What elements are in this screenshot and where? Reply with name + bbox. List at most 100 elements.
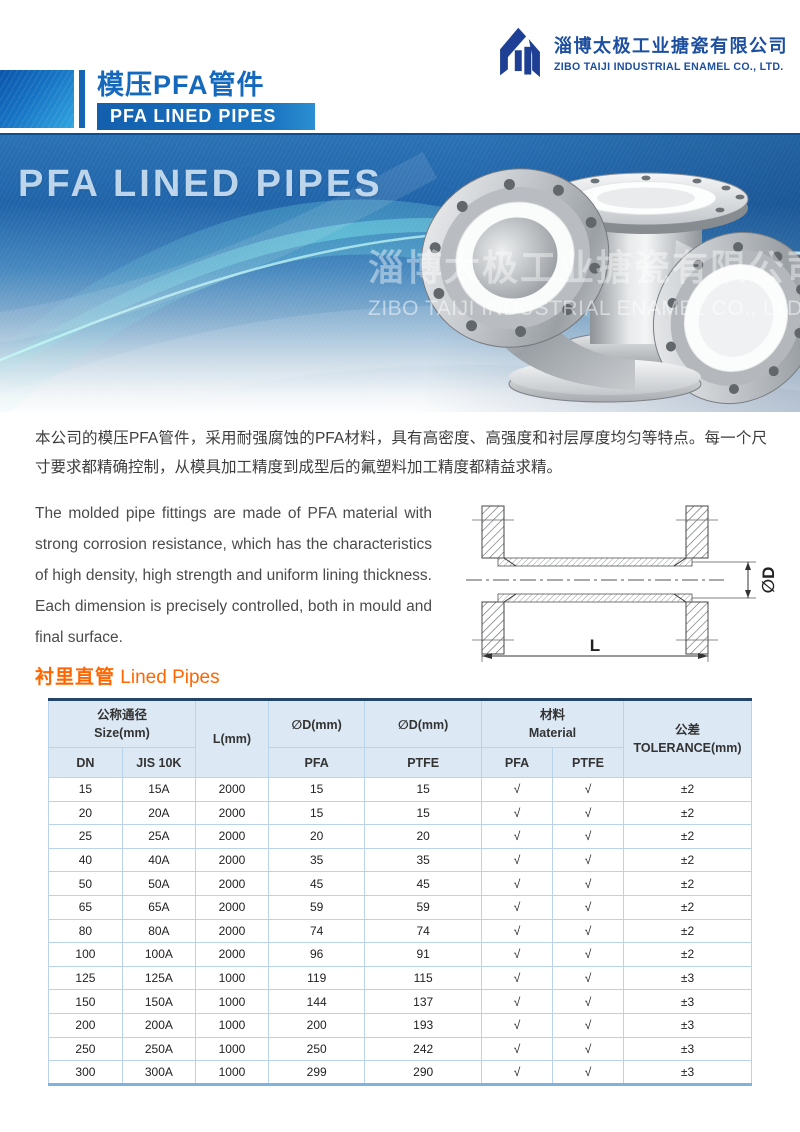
table-cell: 290 [364, 1060, 483, 1085]
table-row: 65 65A 2000 59 59 √ √ ±2 [48, 894, 752, 920]
table-cell: 1000 [194, 1012, 270, 1038]
table-cell: 200A [121, 1012, 196, 1038]
table-cell: √ [552, 800, 625, 826]
intro-row: The molded pipe fittings are made of PFA… [35, 498, 790, 669]
page-title-cn: 模压PFA管件 [97, 70, 265, 100]
table-row: 125 125A 1000 119 115 √ √ ±3 [48, 965, 752, 991]
table-cell: 50A [121, 871, 196, 896]
table-cell: 25A [121, 824, 196, 849]
header-size-en: Size(mm) [94, 726, 150, 740]
table-cell: √ [552, 989, 625, 1014]
table-cell: 200 [268, 1012, 366, 1038]
table-cell: ±3 [623, 965, 752, 991]
header-jis: JIS 10K [121, 747, 196, 778]
header-mat-ptfe: PTFE [552, 747, 625, 778]
pipe-drawing-svg: ∅D L [466, 505, 778, 662]
table-cell: 40 [48, 847, 123, 873]
table-cell: ±2 [623, 777, 752, 802]
table-row: 50 50A 2000 45 45 √ √ ±2 [48, 871, 752, 896]
table-cell: √ [552, 824, 625, 849]
table-cell: 1000 [194, 1060, 270, 1085]
table-cell: √ [481, 965, 554, 991]
table-cell: 20 [48, 800, 123, 826]
section-heading-en: Lined Pipes [120, 667, 220, 688]
table-cell: 242 [364, 1036, 483, 1062]
table-cell: 299 [268, 1060, 366, 1085]
table-cell: 119 [268, 965, 366, 991]
table-cell: 45 [364, 871, 483, 896]
decor-vertical-bar [79, 70, 85, 128]
table-cell: 20 [364, 824, 483, 849]
table-cell: √ [481, 1036, 554, 1062]
table-cell: 125 [48, 965, 123, 991]
table-cell: √ [481, 989, 554, 1014]
table-cell: 2000 [194, 942, 270, 967]
header-d-pfa: ∅D(mm) [268, 699, 366, 748]
header-tolerance-en: TOLERANCE(mm) [633, 741, 742, 755]
header-tolerance: 公差 TOLERANCE(mm) [623, 699, 752, 778]
table-cell: 35 [268, 847, 366, 873]
table-cell: √ [481, 894, 554, 920]
pipe-fittings-photo [420, 168, 800, 405]
table-cell: √ [552, 965, 625, 991]
table-cell: ±2 [623, 847, 752, 873]
table-cell: 125A [121, 965, 196, 991]
table-cell: √ [552, 1060, 625, 1085]
intro-paragraph-cn: 本公司的模压PFA管件，采用耐强腐蚀的PFA材料，具有高密度、高强度和衬层厚度均… [35, 430, 767, 476]
intro-paragraph-en: The molded pipe fittings are made of PFA… [35, 505, 432, 646]
table-cell: 115 [364, 965, 483, 991]
table-cell: 25 [48, 824, 123, 849]
page-title-en: PFA LINED PIPES [97, 103, 315, 130]
table-cell: 40A [121, 847, 196, 873]
company-name-cn: 淄博太极工业搪瓷有限公司 [554, 35, 788, 56]
table-cell: 15 [268, 800, 366, 826]
table-cell: 15 [48, 777, 123, 802]
table-row: 20 20A 2000 15 15 √ √ ±2 [48, 800, 752, 826]
table-cell: 1000 [194, 965, 270, 991]
table-cell: 65A [121, 894, 196, 920]
table-cell: 91 [364, 942, 483, 967]
table-cell: 74 [364, 918, 483, 944]
header-length: L(mm) [194, 699, 270, 778]
table-cell: 1000 [194, 1036, 270, 1062]
table-cell: 193 [364, 1012, 483, 1038]
table-cell: √ [481, 918, 554, 944]
table-cell: √ [552, 871, 625, 896]
table-row: 200 200A 1000 200 193 √ √ ±3 [48, 1012, 752, 1038]
header-material-cn: 材料 [540, 708, 566, 722]
table-cell: 150A [121, 989, 196, 1014]
table-cell: ±3 [623, 1036, 752, 1062]
spec-table-body: 15 15A 2000 15 15 √ √ ±2 20 20A 2000 15 15 √ √ ±2 25 25A 2… [48, 777, 752, 1085]
table-cell: 300 [48, 1060, 123, 1085]
dim-label-d: ∅D [759, 567, 778, 594]
table-cell: 15 [364, 800, 483, 826]
table-cell: √ [552, 918, 625, 944]
decor-gradient-block [0, 70, 74, 128]
table-row: 40 40A 2000 35 35 √ √ ±2 [48, 847, 752, 873]
table-cell: ±3 [623, 1060, 752, 1085]
company-name-block: 淄博太极工业搪瓷有限公司 ZIBO TAIJI INDUSTRIAL ENAME… [554, 32, 788, 73]
table-cell: 50 [48, 871, 123, 896]
page-titles: 模压PFA管件 PFA LINED PIPES [97, 70, 315, 130]
table-cell: 250 [48, 1036, 123, 1062]
header-size-group: 公称通径 Size(mm) [48, 699, 196, 748]
table-cell: 15 [268, 777, 366, 802]
table-row: 25 25A 2000 20 20 √ √ ±2 [48, 824, 752, 849]
header-d-ptfe: ∅D(mm) [364, 699, 483, 748]
table-cell: √ [481, 800, 554, 826]
table-cell: 144 [268, 989, 366, 1014]
table-cell: 80A [121, 918, 196, 944]
table-cell: ±3 [623, 989, 752, 1014]
table-cell: 59 [268, 894, 366, 920]
table-row: 100 100A 2000 96 91 √ √ ±2 [48, 942, 752, 967]
table-row: 150 150A 1000 144 137 √ √ ±3 [48, 989, 752, 1014]
table-cell: 20A [121, 800, 196, 826]
header-tolerance-cn: 公差 [675, 723, 701, 737]
table-cell: √ [552, 894, 625, 920]
table-cell: 2000 [194, 871, 270, 896]
table-cell: 65 [48, 894, 123, 920]
table-cell: ±2 [623, 824, 752, 849]
header-mat-pfa: PFA [481, 747, 554, 778]
table-cell: 250 [268, 1036, 366, 1062]
